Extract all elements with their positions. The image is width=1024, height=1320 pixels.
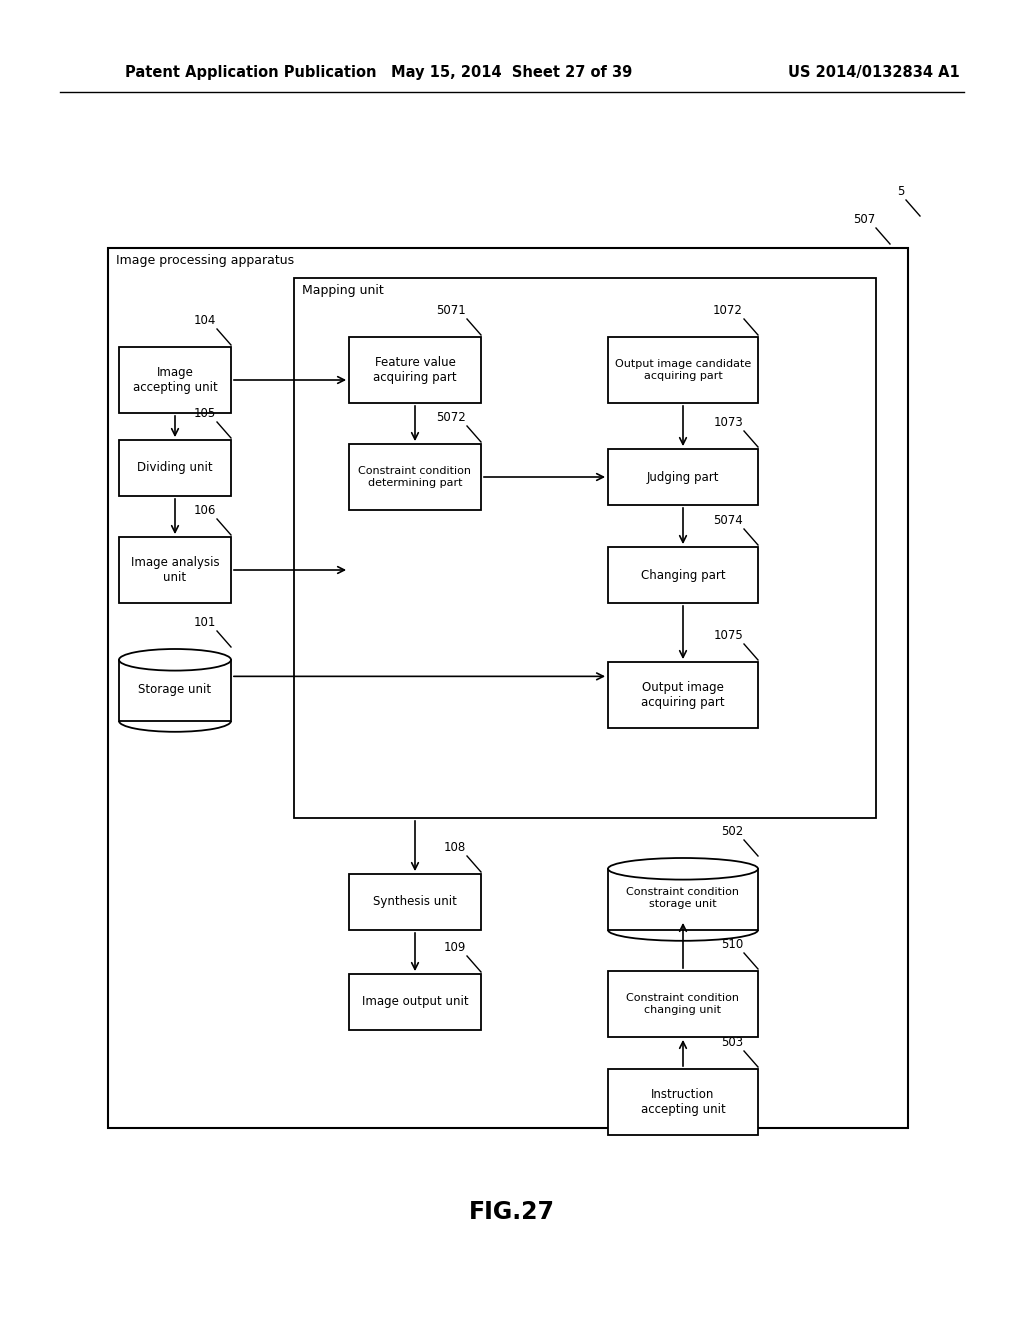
Text: Mapping unit: Mapping unit [302,284,384,297]
Text: Judging part: Judging part [647,470,719,483]
Text: US 2014/0132834 A1: US 2014/0132834 A1 [788,65,961,79]
Bar [294,279,876,818]
Bar [608,869,758,931]
Bar [608,337,758,403]
Text: Constraint condition
changing unit: Constraint condition changing unit [627,993,739,1015]
Text: 1072: 1072 [713,304,743,317]
Ellipse shape [608,858,758,879]
Text: FIG.27: FIG.27 [469,1200,555,1224]
Text: 5071: 5071 [436,304,466,317]
Text: Storage unit: Storage unit [138,682,212,696]
Bar [108,248,908,1129]
Bar [119,347,231,413]
Text: 106: 106 [194,504,216,517]
Text: Output image candidate
acquiring part: Output image candidate acquiring part [614,359,752,380]
Text: 104: 104 [194,314,216,327]
Text: 502: 502 [721,825,743,838]
Bar [119,660,231,721]
Text: Feature value
acquiring part: Feature value acquiring part [373,356,457,384]
Text: 109: 109 [443,941,466,954]
Text: Dividing unit: Dividing unit [137,462,213,474]
Text: Changing part: Changing part [641,569,725,582]
Text: Synthesis unit: Synthesis unit [373,895,457,908]
Bar [119,537,231,603]
Text: 108: 108 [443,841,466,854]
Bar [349,337,481,403]
Bar [349,974,481,1030]
Bar [608,972,758,1038]
Text: Constraint condition
storage unit: Constraint condition storage unit [627,887,739,908]
Bar [608,1069,758,1135]
Text: 1073: 1073 [714,416,743,429]
Text: 5072: 5072 [436,411,466,424]
Text: 1075: 1075 [714,630,743,642]
Text: Constraint condition
determining part: Constraint condition determining part [358,466,471,488]
Text: 510: 510 [721,939,743,950]
Text: 105: 105 [194,407,216,420]
Text: 5: 5 [898,185,905,198]
Ellipse shape [119,649,231,671]
Text: May 15, 2014  Sheet 27 of 39: May 15, 2014 Sheet 27 of 39 [391,65,633,79]
Text: Image processing apparatus: Image processing apparatus [116,253,294,267]
Text: Image
accepting unit: Image accepting unit [133,366,217,393]
Text: Image analysis
unit: Image analysis unit [131,556,219,583]
Text: 101: 101 [194,616,216,630]
Bar [119,440,231,496]
Bar [608,663,758,729]
Text: Output image
acquiring part: Output image acquiring part [641,681,725,709]
Text: Image output unit: Image output unit [361,995,468,1008]
Bar [349,874,481,931]
Bar [608,449,758,506]
Text: 503: 503 [721,1036,743,1049]
Text: 5074: 5074 [714,513,743,527]
Text: Instruction
accepting unit: Instruction accepting unit [641,1088,725,1115]
Text: Patent Application Publication: Patent Application Publication [125,65,377,79]
Text: 507: 507 [853,213,874,226]
Bar [608,546,758,603]
Bar [349,444,481,510]
